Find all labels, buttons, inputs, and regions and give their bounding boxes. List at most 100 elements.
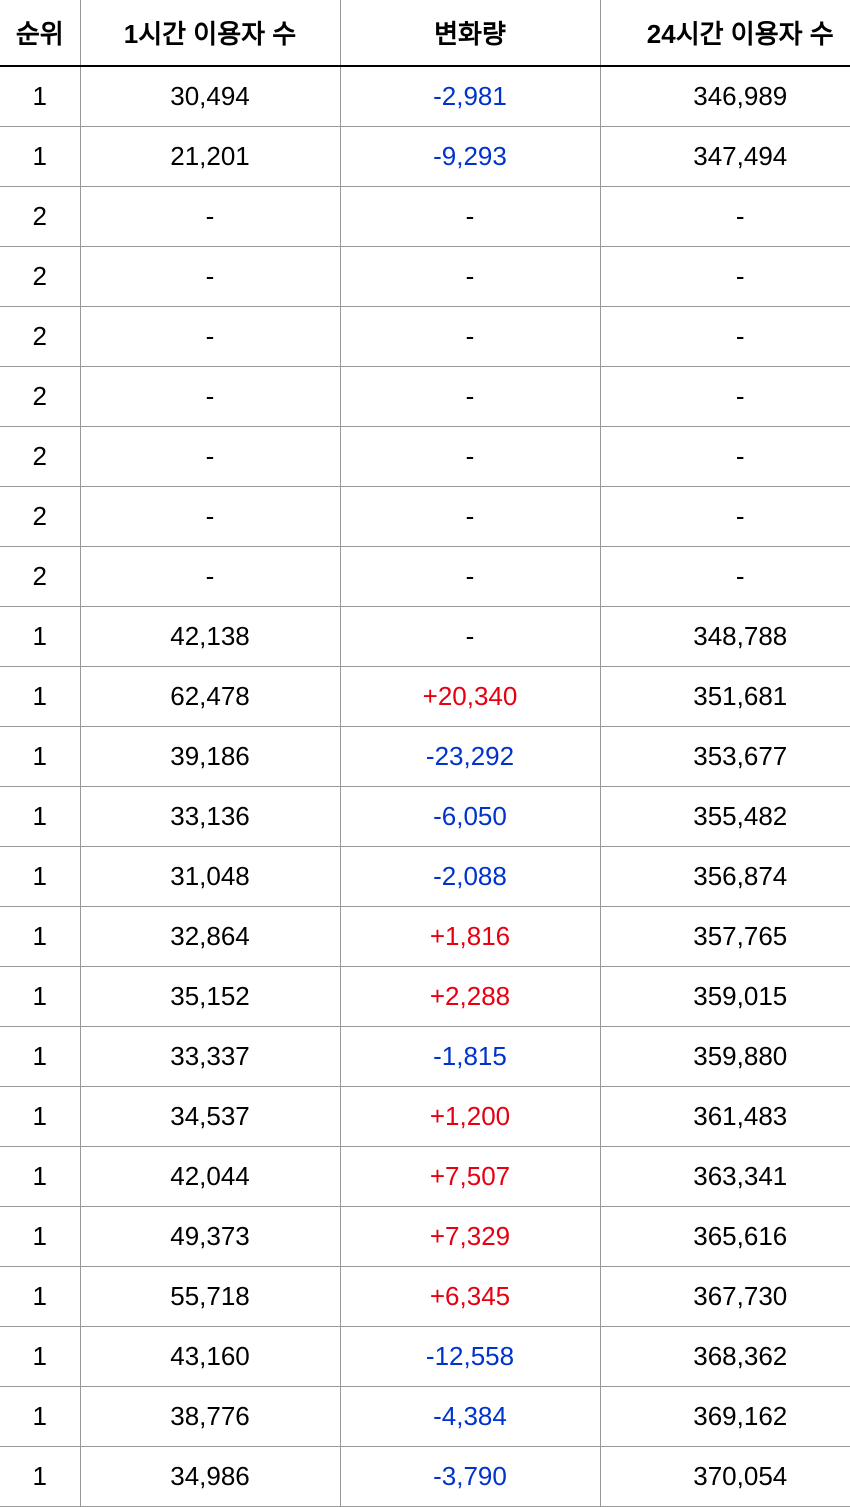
cell-users-1h: 30,494	[80, 66, 340, 127]
cell-users-1h: 35,152	[80, 967, 340, 1027]
cell-users-1h: 34,986	[80, 1447, 340, 1507]
cell-rank: 1	[0, 1267, 80, 1327]
table-row: 2---	[0, 427, 850, 487]
header-row: 순위 1시간 이용자 수 변화량 24시간 이용자 수	[0, 0, 850, 66]
cell-users-1h: 49,373	[80, 1207, 340, 1267]
cell-users-24h: 370,054	[600, 1447, 850, 1507]
cell-change: -	[340, 427, 600, 487]
header-users-1h: 1시간 이용자 수	[80, 0, 340, 66]
cell-rank: 1	[0, 907, 80, 967]
cell-rank: 1	[0, 727, 80, 787]
header-rank: 순위	[0, 0, 80, 66]
cell-users-24h: 353,677	[600, 727, 850, 787]
table-row: 134,537+1,200361,483	[0, 1087, 850, 1147]
cell-users-1h: 31,048	[80, 847, 340, 907]
cell-change: +7,507	[340, 1147, 600, 1207]
cell-rank: 1	[0, 1147, 80, 1207]
cell-users-24h: 368,362	[600, 1327, 850, 1387]
cell-users-24h: 348,788	[600, 607, 850, 667]
table-body: 130,494-2,981346,989121,201-9,293347,494…	[0, 66, 850, 1507]
cell-rank: 1	[0, 1087, 80, 1147]
cell-rank: 1	[0, 1447, 80, 1507]
cell-users-24h: -	[600, 367, 850, 427]
table-row: 2---	[0, 487, 850, 547]
cell-change: +2,288	[340, 967, 600, 1027]
cell-users-1h: 33,337	[80, 1027, 340, 1087]
cell-rank: 2	[0, 307, 80, 367]
table-row: 149,373+7,329365,616	[0, 1207, 850, 1267]
cell-change: -6,050	[340, 787, 600, 847]
cell-users-24h: 346,989	[600, 66, 850, 127]
cell-rank: 1	[0, 787, 80, 847]
cell-rank: 1	[0, 1207, 80, 1267]
cell-change: -23,292	[340, 727, 600, 787]
cell-change: +1,816	[340, 907, 600, 967]
cell-users-1h: -	[80, 487, 340, 547]
table-row: 130,494-2,981346,989	[0, 66, 850, 127]
table-row: 142,044+7,507363,341	[0, 1147, 850, 1207]
cell-users-24h: 361,483	[600, 1087, 850, 1147]
cell-users-1h: -	[80, 187, 340, 247]
cell-rank: 2	[0, 427, 80, 487]
cell-rank: 2	[0, 367, 80, 427]
table-row: 142,138-348,788	[0, 607, 850, 667]
cell-users-24h: 359,015	[600, 967, 850, 1027]
cell-change: +6,345	[340, 1267, 600, 1327]
cell-change: -2,088	[340, 847, 600, 907]
cell-users-24h: 347,494	[600, 127, 850, 187]
cell-change: -9,293	[340, 127, 600, 187]
cell-users-1h: 55,718	[80, 1267, 340, 1327]
cell-users-1h: 43,160	[80, 1327, 340, 1387]
cell-rank: 1	[0, 1327, 80, 1387]
cell-users-1h: -	[80, 427, 340, 487]
cell-users-1h: 38,776	[80, 1387, 340, 1447]
table-row: 138,776-4,384369,162	[0, 1387, 850, 1447]
ranking-table: 순위 1시간 이용자 수 변화량 24시간 이용자 수 130,494-2,98…	[0, 0, 850, 1507]
table-row: 133,337-1,815359,880	[0, 1027, 850, 1087]
cell-users-24h: -	[600, 307, 850, 367]
cell-change: -	[340, 487, 600, 547]
cell-rank: 2	[0, 487, 80, 547]
cell-users-24h: -	[600, 547, 850, 607]
cell-rank: 1	[0, 667, 80, 727]
cell-change: -2,981	[340, 66, 600, 127]
cell-users-1h: 42,138	[80, 607, 340, 667]
cell-change: -	[340, 367, 600, 427]
cell-rank: 1	[0, 847, 80, 907]
cell-users-24h: -	[600, 427, 850, 487]
cell-change: -3,790	[340, 1447, 600, 1507]
cell-users-1h: 32,864	[80, 907, 340, 967]
table-row: 2---	[0, 247, 850, 307]
table-row: 162,478+20,340351,681	[0, 667, 850, 727]
table-row: 2---	[0, 187, 850, 247]
cell-users-24h: 351,681	[600, 667, 850, 727]
cell-change: -	[340, 187, 600, 247]
cell-change: -	[340, 247, 600, 307]
cell-users-1h: 33,136	[80, 787, 340, 847]
header-users-24h: 24시간 이용자 수	[600, 0, 850, 66]
cell-users-24h: 369,162	[600, 1387, 850, 1447]
cell-users-24h: -	[600, 247, 850, 307]
cell-rank: 1	[0, 66, 80, 127]
cell-rank: 1	[0, 127, 80, 187]
cell-rank: 1	[0, 967, 80, 1027]
cell-users-24h: 365,616	[600, 1207, 850, 1267]
cell-users-24h: 363,341	[600, 1147, 850, 1207]
cell-users-1h: 42,044	[80, 1147, 340, 1207]
cell-change: -	[340, 307, 600, 367]
cell-users-24h: -	[600, 487, 850, 547]
cell-users-24h: 356,874	[600, 847, 850, 907]
cell-users-1h: -	[80, 367, 340, 427]
cell-change: -4,384	[340, 1387, 600, 1447]
cell-change: -12,558	[340, 1327, 600, 1387]
cell-users-1h: 39,186	[80, 727, 340, 787]
table-row: 2---	[0, 367, 850, 427]
table-row: 121,201-9,293347,494	[0, 127, 850, 187]
table-row: 143,160-12,558368,362	[0, 1327, 850, 1387]
table-row: 2---	[0, 307, 850, 367]
header-change: 변화량	[340, 0, 600, 66]
cell-change: +1,200	[340, 1087, 600, 1147]
cell-change: +7,329	[340, 1207, 600, 1267]
cell-users-1h: 62,478	[80, 667, 340, 727]
table-row: 139,186-23,292353,677	[0, 727, 850, 787]
